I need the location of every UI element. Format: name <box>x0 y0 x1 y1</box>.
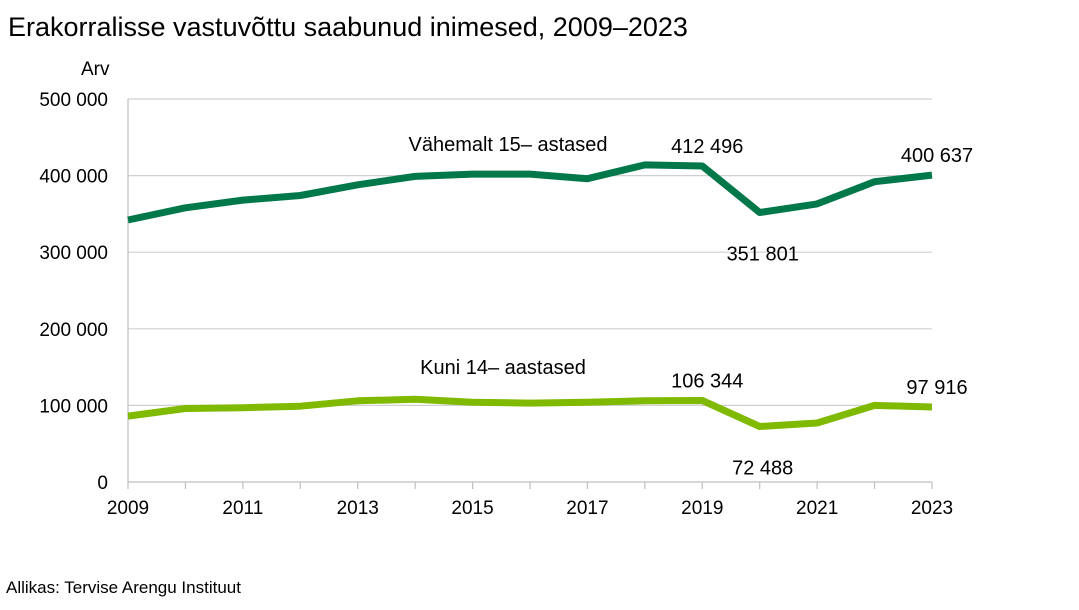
data-label: 400 637 <box>901 145 973 167</box>
x-tick-label: 2023 <box>911 498 953 519</box>
data-label: 351 801 <box>727 244 799 266</box>
series-lines <box>127 161 933 430</box>
axes: 0 100 000 200 000 300 000 400 000 500 000 Arv 2… <box>39 59 953 519</box>
data-label: 72 488 <box>732 457 793 479</box>
y-tick-label: 500 000 <box>39 90 108 111</box>
source-note: Allikas: Tervise Arengu Instituut <box>6 578 241 597</box>
y-tick-label: 300 000 <box>39 243 108 264</box>
data-label: 106 344 <box>671 371 743 393</box>
x-tick-label: 2021 <box>796 498 838 519</box>
x-tick-label: 2019 <box>681 498 723 519</box>
x-tick-label: 2009 <box>107 498 149 519</box>
chart-title: Erakorralisse vastuvõttu saabunud inimes… <box>8 12 688 42</box>
x-tick-label: 2015 <box>451 498 493 519</box>
y-tick-label: 400 000 <box>39 167 108 188</box>
series-line-15plus <box>127 161 933 224</box>
x-tick-label: 2011 <box>222 498 263 519</box>
y-axis-label: Arv <box>81 59 110 80</box>
series-name-label: Vähemalt 15– astased <box>408 134 607 156</box>
series-name-label: Kuni 14– aastased <box>420 357 586 379</box>
data-label: 97 916 <box>906 377 967 399</box>
data-label: 412 496 <box>671 136 743 158</box>
x-tick-label: 2017 <box>566 498 608 519</box>
data-labels: Vähemalt 15– astased Kuni 14– aastased 412… <box>408 134 973 479</box>
y-tick-label: 200 000 <box>39 320 108 341</box>
x-tick-label: 2013 <box>337 498 379 519</box>
y-tick-label: 100 000 <box>39 396 108 417</box>
series-line-under14 <box>127 395 933 430</box>
y-tick-label: 0 <box>97 473 108 494</box>
